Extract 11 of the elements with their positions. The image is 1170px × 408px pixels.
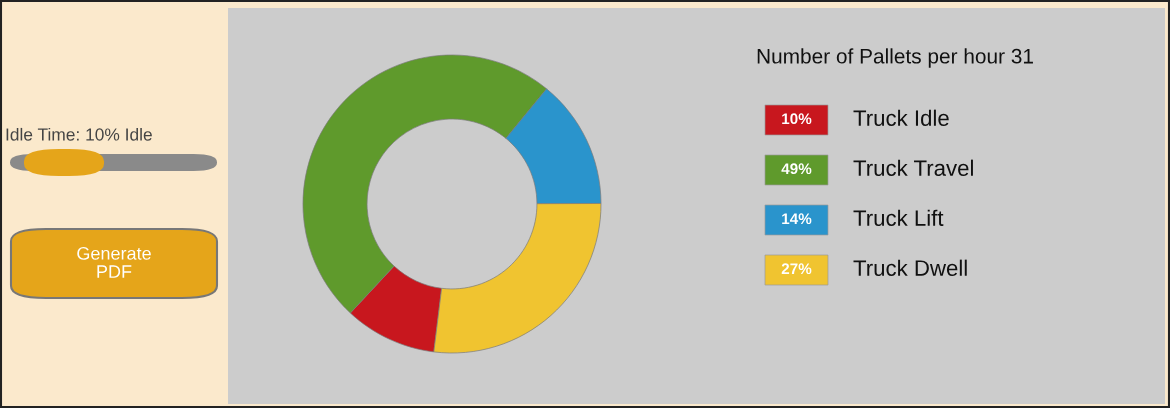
data-label: 27% bbox=[781, 263, 812, 275]
chart-title: Number of Pallets per hour 31 bbox=[757, 48, 1033, 68]
data-label: 49% bbox=[781, 163, 812, 175]
legend-label: Truck Lift bbox=[853, 209, 944, 226]
legend-label: Truck Travel bbox=[853, 159, 973, 176]
text: Idle Time: 10% Idle bbox=[6, 127, 152, 141]
data-label: 10% bbox=[782, 113, 812, 125]
legend-label: Truck Dwell bbox=[853, 259, 967, 276]
legend-label: Truck Idle bbox=[853, 109, 949, 126]
data-label: 14% bbox=[782, 213, 812, 225]
text: Generate PDF bbox=[77, 246, 151, 278]
